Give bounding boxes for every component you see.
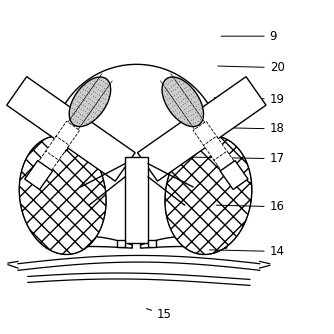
Ellipse shape xyxy=(165,136,252,255)
Ellipse shape xyxy=(19,136,106,255)
Polygon shape xyxy=(7,77,135,181)
Polygon shape xyxy=(193,121,218,147)
Bar xyxy=(148,240,156,247)
Polygon shape xyxy=(55,121,79,147)
Bar xyxy=(125,157,148,243)
Text: 14: 14 xyxy=(209,245,285,258)
Polygon shape xyxy=(203,136,228,162)
Text: 9: 9 xyxy=(221,30,277,43)
Polygon shape xyxy=(46,236,132,248)
Text: 16: 16 xyxy=(216,200,285,213)
Ellipse shape xyxy=(162,77,203,127)
Polygon shape xyxy=(25,161,52,189)
Polygon shape xyxy=(44,136,69,162)
Polygon shape xyxy=(214,151,239,177)
Polygon shape xyxy=(34,151,59,177)
Text: 20: 20 xyxy=(218,61,285,74)
Polygon shape xyxy=(141,236,227,248)
Ellipse shape xyxy=(69,77,111,127)
Text: 17: 17 xyxy=(190,152,285,165)
Text: 19: 19 xyxy=(214,93,285,106)
Text: 18: 18 xyxy=(203,122,285,135)
Bar xyxy=(117,240,125,247)
Text: 15: 15 xyxy=(147,308,172,321)
Polygon shape xyxy=(138,77,266,181)
Polygon shape xyxy=(220,161,248,189)
